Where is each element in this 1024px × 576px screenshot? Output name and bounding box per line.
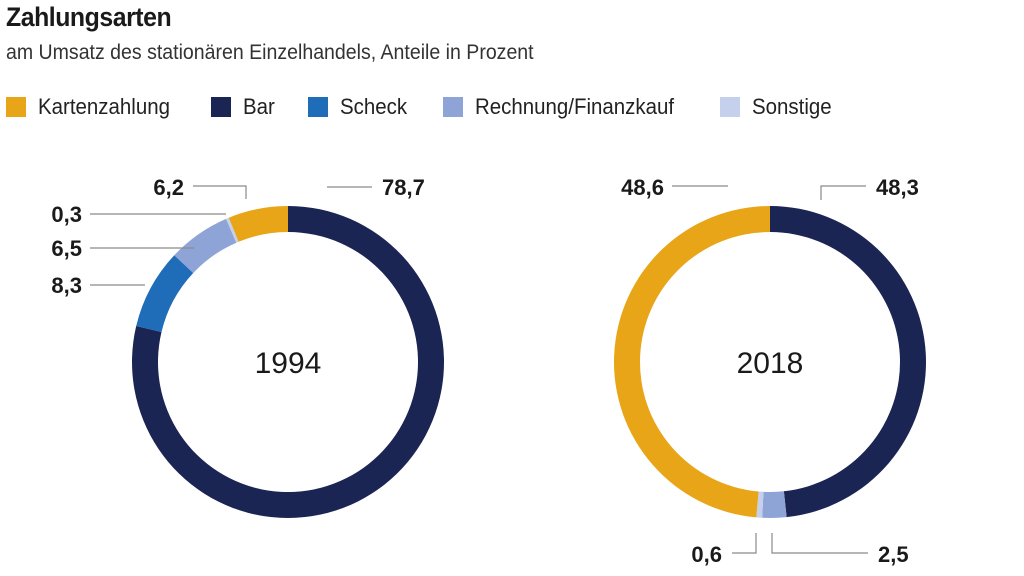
data-label-scheck: 8,3 [51, 273, 82, 298]
legend-item-rechnung: Rechnung/Finanzkauf [443, 94, 689, 120]
donut-slice-bar [770, 206, 926, 518]
leader-line [771, 533, 868, 554]
donut-slice-scheck [136, 255, 194, 333]
donut-slice-sonstige [226, 217, 239, 243]
donut-slice-rechnung-finanzkauf [174, 218, 237, 274]
legend-label: Rechnung/Finanzkauf [475, 94, 675, 119]
legend-label: Sonstige [752, 94, 832, 119]
donut-slice-rechnung-finanzkauf [762, 491, 787, 518]
legend-label: Bar [242, 94, 275, 119]
legend-label: Scheck [340, 94, 408, 119]
data-label-rechnung-finanzkauf: 6,5 [51, 236, 82, 261]
donut-center-label: 1994 [255, 347, 322, 380]
legend-label: Kartenzahlung [38, 94, 170, 119]
data-label-sonstige: 0,6 [691, 542, 722, 567]
legend-swatch-kartenzahlung [6, 97, 26, 117]
donut-slice-kartenzahlung [228, 206, 288, 242]
legend-item-scheck: Scheck [308, 94, 412, 120]
legend-swatch-rechnung [443, 97, 464, 117]
leader-line [820, 185, 866, 200]
leader-line [732, 533, 757, 554]
donut-slice-kartenzahlung [613, 206, 770, 518]
chart-subtitle: am Umsatz des stationären Einzelhandels,… [6, 41, 534, 64]
legend-swatch-sonstige [720, 97, 741, 117]
data-label-rechnung-finanzkauf: 2,5 [878, 542, 909, 567]
donut-slice-sonstige [756, 491, 764, 518]
legend: Kartenzahlung Bar Scheck Rechnung/Finanz… [6, 94, 869, 120]
donut-center-label: 2018 [737, 347, 804, 380]
legend-item-sonstige: Sonstige [720, 94, 838, 120]
data-label-bar: 78,7 [382, 175, 425, 200]
legend-swatch-scheck [308, 97, 329, 117]
data-label-kartenzahlung: 48,6 [621, 175, 664, 200]
data-label-sonstige: 0,3 [51, 202, 82, 227]
donut-2018: 48,3 2,5 0,6 48,6 2018 [613, 175, 926, 567]
data-label-kartenzahlung: 6,2 [153, 175, 184, 200]
donut-1994: 78,7 8,3 6,5 0,3 6,2 1994 [51, 175, 445, 518]
legend-swatch-bar [210, 97, 231, 117]
leader-line [193, 185, 247, 199]
chart-title: Zahlungsarten [6, 2, 172, 32]
data-label-bar: 48,3 [876, 175, 919, 200]
legend-item-kartenzahlung: Kartenzahlung [6, 94, 180, 120]
legend-item-bar: Bar [210, 94, 277, 120]
